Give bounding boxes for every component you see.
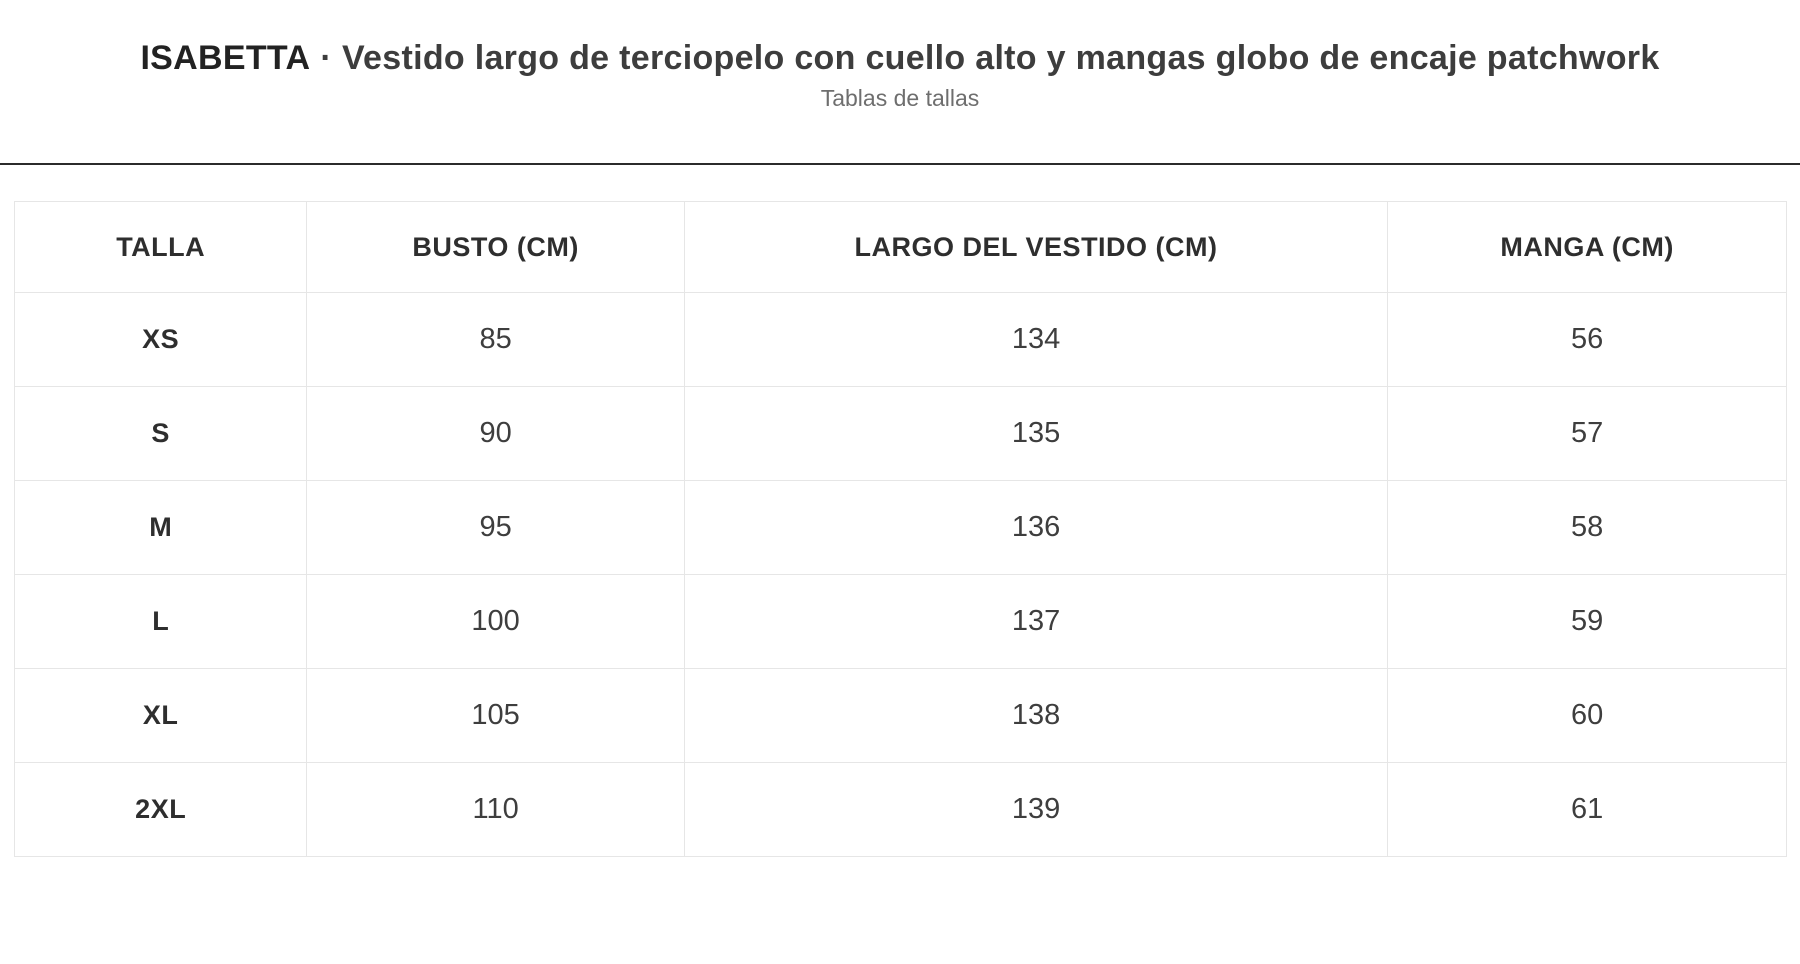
size-label-cell: M [13, 480, 308, 575]
size-label-cell: XL [13, 668, 308, 763]
table-row: XS 85 134 56 [13, 292, 1787, 387]
page-subtitle: Tablas de tallas [820, 85, 980, 111]
size-table-header-row: TALLA BUSTO (CM) LARGO DEL VESTIDO (CM) MAN… [13, 201, 1787, 293]
title-block: ISABETTA · Vestido largo de terciopelo con… [0, 0, 1800, 113]
measurement-cell-manga: 58 [1387, 480, 1787, 575]
measurement-cell-largo-del-vestido: 136 [683, 480, 1389, 575]
measurement-cell-busto: 85 [306, 292, 685, 387]
column-header-talla: TALLA [13, 201, 308, 293]
product-name: Vestido largo de terciopelo con cuello a… [341, 39, 1660, 77]
header-divider [0, 163, 1800, 165]
size-label-cell: 2XL [13, 762, 308, 857]
size-label-cell: XS [13, 292, 308, 387]
table-row: S 90 135 57 [13, 386, 1787, 481]
table-row: 2XL 110 139 61 [13, 762, 1787, 857]
brand-name: ISABETTA [140, 39, 311, 77]
measurement-cell-manga: 56 [1387, 292, 1787, 387]
table-row: M 95 136 58 [13, 480, 1787, 575]
title-separator: · [320, 39, 332, 77]
measurement-cell-busto: 105 [306, 668, 685, 763]
measurement-cell-largo-del-vestido: 135 [683, 386, 1389, 481]
size-label-cell: L [13, 574, 308, 669]
table-row: L 100 137 59 [13, 574, 1787, 669]
size-label-cell: S [13, 386, 308, 481]
column-header-manga: MANGA (CM) [1387, 201, 1787, 293]
measurement-cell-busto: 90 [306, 386, 685, 481]
table-row: XL 105 138 60 [13, 668, 1787, 763]
measurement-cell-largo-del-vestido: 137 [683, 574, 1389, 669]
measurement-cell-largo-del-vestido: 138 [683, 668, 1389, 763]
measurement-cell-manga: 59 [1387, 574, 1787, 669]
measurement-cell-busto: 95 [306, 480, 685, 575]
measurement-cell-largo-del-vestido: 139 [683, 762, 1389, 857]
size-table: TALLA BUSTO (CM) LARGO DEL VESTIDO (CM) MAN… [13, 201, 1787, 857]
measurement-cell-manga: 57 [1387, 386, 1787, 481]
measurement-cell-manga: 60 [1387, 668, 1787, 763]
measurement-cell-manga: 61 [1387, 762, 1787, 857]
page-title: ISABETTA · Vestido largo de terciopelo con… [70, 36, 1730, 80]
column-header-largo-del-vestido: LARGO DEL VESTIDO (CM) [683, 201, 1389, 293]
size-table-body: XS 85 134 56 S 90 135 57 M 95 136 58 L 100 137 59 XL 105 1… [13, 292, 1787, 857]
measurement-cell-busto: 110 [306, 762, 685, 857]
measurement-cell-busto: 100 [306, 574, 685, 669]
column-header-busto: BUSTO (CM) [306, 201, 685, 293]
measurement-cell-largo-del-vestido: 134 [683, 292, 1389, 387]
